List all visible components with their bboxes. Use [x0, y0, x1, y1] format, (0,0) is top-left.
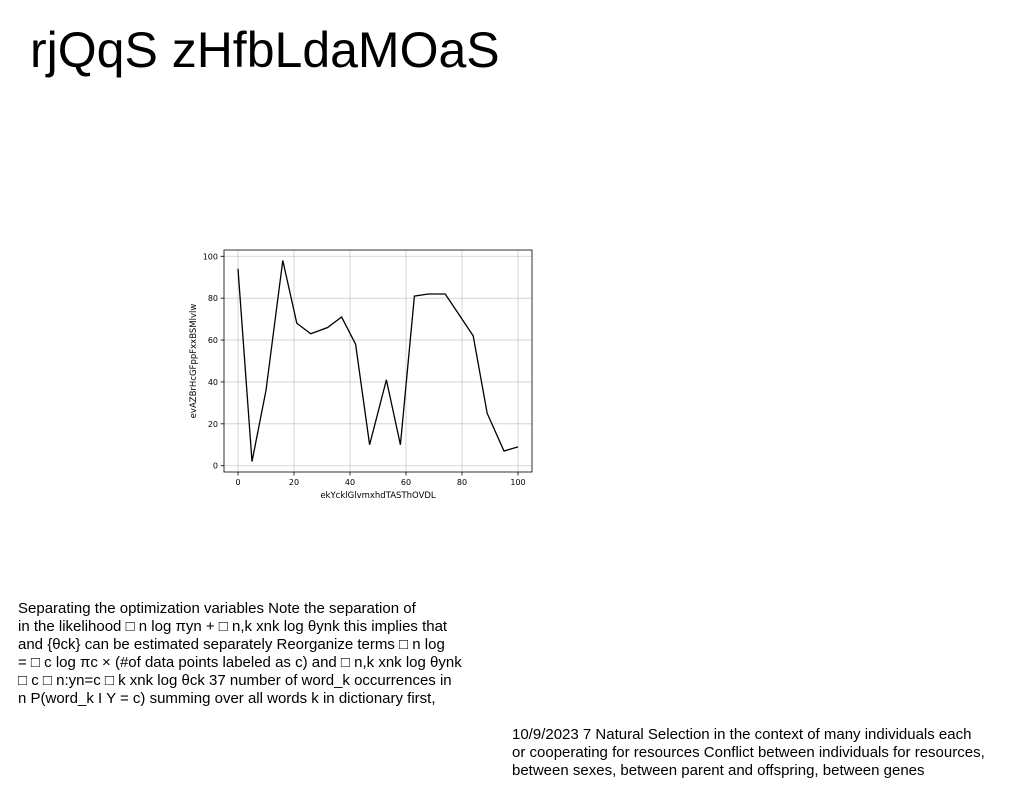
paragraph-left-line: n P(word_k I Y = c) summing over all wor…: [18, 690, 436, 707]
line-chart: 0 20 40 60 80 100 0 20 40 60 80 100 ekYcklGlvmxhdTA…: [186, 242, 542, 504]
paragraph-left-line: = □ c log πc × (#of data points labeled …: [18, 654, 462, 671]
chart-series: [237, 260, 519, 462]
x-tick-label: 20: [289, 478, 299, 487]
plot-frame: [223, 249, 533, 473]
y-tick-label: 0: [213, 462, 218, 471]
y-tick-label: 20: [208, 420, 218, 429]
paragraph-right-line: or cooperating for resources Conflict be…: [512, 744, 985, 761]
chart-ticks: 0 20 40 60 80 100 0 20 40 60 80 100: [203, 252, 526, 487]
paragraph-right: 10/9/2023 7 Natural Selection in the con…: [512, 726, 985, 780]
y-tick-label: 60: [208, 336, 218, 345]
chart-grid: [224, 250, 532, 472]
x-axis-label: ekYcklGlvmxhdTASThOVDL: [320, 491, 436, 501]
paragraph-left-line: and {θck} can be estimated separately Re…: [18, 636, 445, 653]
x-tick-label: 40: [345, 478, 355, 487]
page-title: rjQqS zHfbLdaMOaS: [30, 22, 500, 78]
paragraph-left-line: Separating the optimization variables No…: [18, 600, 416, 617]
y-tick-label: 100: [203, 252, 218, 261]
paragraph-left-line: in the likelihood □ n log πyn + □ n,k xn…: [18, 618, 448, 635]
y-tick-label: 40: [208, 378, 218, 387]
x-tick-label: 60: [401, 478, 411, 487]
paragraph-left: Separating the optimization variables No…: [18, 600, 462, 708]
paragraph-right-line: between sexes, between parent and offspr…: [512, 762, 925, 779]
x-tick-label: 80: [457, 478, 467, 487]
y-axis-label: evAZBrHcGFppFxxBSMlvlw: [189, 304, 199, 419]
x-tick-label: 100: [510, 478, 525, 487]
paragraph-right-line: 10/9/2023 7 Natural Selection in the con…: [512, 726, 972, 743]
line-chart-svg: 0 20 40 60 80 100 0 20 40 60 80 100 ekYcklGlvmxhdTA…: [189, 249, 533, 501]
paragraph-left-line: □ c □ n:yn=c □ k xnk log θck 37 number o…: [18, 672, 452, 689]
x-tick-label: 0: [235, 478, 240, 487]
series-line: [237, 260, 519, 462]
y-tick-label: 80: [208, 294, 218, 303]
